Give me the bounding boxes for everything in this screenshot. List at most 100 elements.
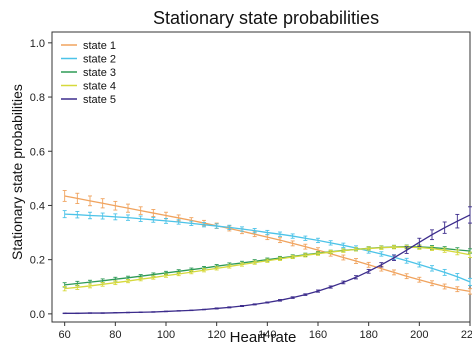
error-bar-state-4 xyxy=(164,273,168,278)
error-bar-state-5 xyxy=(138,311,143,313)
error-bar-state-4 xyxy=(265,258,270,263)
error-bar-state-4 xyxy=(138,277,143,282)
error-bar-state-4 xyxy=(252,260,257,265)
error-bar-state-1 xyxy=(75,192,80,205)
error-bar-state-4 xyxy=(442,247,447,253)
error-bar-state-2 xyxy=(126,214,130,221)
x-tick-label: 80 xyxy=(109,329,121,341)
error-bar-state-5 xyxy=(354,275,358,280)
error-bar-state-1 xyxy=(354,258,358,264)
x-tick-label: 180 xyxy=(359,329,377,341)
error-bar-state-1 xyxy=(366,261,371,268)
error-bar-state-4 xyxy=(392,245,396,250)
error-bar-state-5 xyxy=(189,309,194,312)
error-bar-state-4 xyxy=(354,247,358,252)
error-bar-state-2 xyxy=(430,265,434,272)
legend-label-state-3: state 3 xyxy=(83,67,116,79)
error-bar-state-5 xyxy=(202,308,206,311)
series-state-4 xyxy=(62,244,472,292)
error-bar-state-2 xyxy=(164,218,168,224)
y-tick-label: 0.8 xyxy=(30,92,45,104)
error-bar-state-5 xyxy=(328,285,333,289)
error-bar-state-4 xyxy=(151,275,156,280)
error-bar-state-1 xyxy=(62,190,67,202)
error-bar-state-4 xyxy=(366,246,371,251)
error-bar-state-2 xyxy=(75,210,80,219)
error-bar-state-5 xyxy=(366,268,371,274)
error-bar-state-4 xyxy=(455,249,460,256)
error-bar-state-2 xyxy=(113,213,118,221)
error-bar-state-4 xyxy=(75,284,80,290)
error-bar-state-5 xyxy=(176,310,181,312)
error-bar-state-4 xyxy=(278,256,282,261)
error-bar-state-5 xyxy=(430,229,434,241)
error-bar-state-5 xyxy=(278,299,282,302)
series-state-3 xyxy=(62,244,472,288)
y-tick-label: 1.0 xyxy=(30,38,45,50)
error-bar-state-1 xyxy=(417,276,422,283)
error-bar-state-5 xyxy=(341,280,346,285)
error-bar-state-4 xyxy=(126,278,130,284)
x-tick-label: 120 xyxy=(207,329,225,341)
error-bar-state-1 xyxy=(100,198,105,209)
error-bar-state-2 xyxy=(303,235,308,241)
legend-label-state-1: state 1 xyxy=(83,40,116,52)
error-bar-state-1 xyxy=(126,203,130,213)
error-bar-state-5 xyxy=(252,303,257,306)
error-bar-state-2 xyxy=(189,220,194,226)
error-bar-state-1 xyxy=(455,286,460,293)
series-line-state-3 xyxy=(64,245,471,286)
x-ticks: 60 80 100 120 140 160 180 200 220 xyxy=(59,322,472,341)
error-bar-state-5 xyxy=(240,305,244,308)
error-bar-state-4 xyxy=(176,271,181,277)
error-bar-state-4 xyxy=(202,268,206,273)
error-bar-state-5 xyxy=(88,312,92,314)
error-bar-state-2 xyxy=(62,210,67,219)
error-bar-state-1 xyxy=(468,288,472,295)
plot-panel xyxy=(51,31,471,323)
error-bar-state-2 xyxy=(138,215,143,222)
error-bar-state-4 xyxy=(227,264,232,269)
error-bar-state-2 xyxy=(404,257,409,264)
error-bar-state-2 xyxy=(328,240,333,246)
error-bar-state-2 xyxy=(202,222,206,228)
legend-label-state-2: state 2 xyxy=(83,54,116,66)
error-bar-state-2 xyxy=(316,237,320,244)
error-bar-state-5 xyxy=(113,312,118,314)
x-axis-label: Heart rate xyxy=(230,329,297,346)
error-bar-state-4 xyxy=(303,253,308,258)
error-bar-state-5 xyxy=(126,311,130,314)
error-bar-state-2 xyxy=(417,261,422,268)
legend-label-state-4: state 4 xyxy=(83,81,116,93)
y-tick-label: 0.4 xyxy=(30,200,45,212)
error-bar-state-2 xyxy=(468,277,472,286)
y-ticks: 0.0 0.2 0.4 0.6 0.8 1.0 xyxy=(30,38,52,321)
error-bar-state-2 xyxy=(442,268,447,276)
error-bar-state-5 xyxy=(290,296,295,299)
error-bar-state-2 xyxy=(290,233,295,239)
x-tick-label: 200 xyxy=(410,329,428,341)
series-layer xyxy=(62,190,472,315)
series-line-state-5 xyxy=(64,214,471,314)
error-bar-state-2 xyxy=(176,219,181,225)
error-bar-state-2 xyxy=(151,216,156,223)
y-tick-label: 0.0 xyxy=(30,309,45,321)
error-bar-state-5 xyxy=(303,293,308,296)
error-bar-state-4 xyxy=(316,251,320,256)
error-bar-state-1 xyxy=(278,237,282,244)
error-bar-state-4 xyxy=(328,249,333,255)
error-bar-state-4 xyxy=(468,251,472,258)
error-bar-state-4 xyxy=(379,245,384,250)
error-bar-state-5 xyxy=(442,221,447,234)
error-bar-state-4 xyxy=(113,280,118,286)
chart-title: Stationary state probabilities xyxy=(153,8,379,28)
error-bar-state-5 xyxy=(227,306,232,309)
error-bar-state-1 xyxy=(138,206,143,215)
error-bar-state-2 xyxy=(278,231,282,237)
error-bar-state-4 xyxy=(214,266,219,271)
error-bar-state-4 xyxy=(341,248,346,253)
error-bar-state-4 xyxy=(240,262,244,267)
x-tick-label: 160 xyxy=(309,329,327,341)
error-bar-state-2 xyxy=(100,212,105,220)
